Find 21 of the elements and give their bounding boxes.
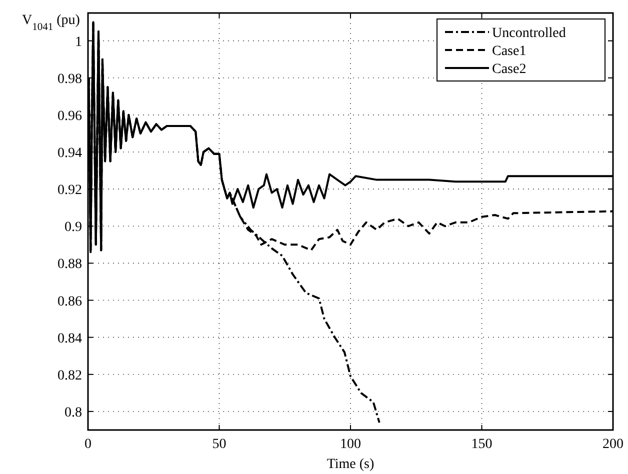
x-tick-label: 50 <box>212 437 226 452</box>
x-tick-label: 150 <box>471 437 492 452</box>
y-tick-label: 0.86 <box>58 294 82 310</box>
y-tick-label: 0.98 <box>58 72 82 87</box>
y-tick-label: 0.92 <box>58 183 82 198</box>
y-tick-label: 0.9 <box>64 220 82 236</box>
y-tick-label: 0.8 <box>64 405 82 420</box>
x-tick-label: 100 <box>340 437 361 452</box>
x-axis-title: Time (s) <box>326 457 374 472</box>
x-tick-label: 200 <box>602 437 624 452</box>
legend-label: Uncontrolled <box>492 26 566 41</box>
y-tick-label: 0.84 <box>58 331 82 346</box>
y-axis-title: V$_{1041}$ (pu) <box>22 13 80 32</box>
legend-label: Case1 <box>492 44 526 59</box>
y-tick-label: 0.94 <box>58 146 82 161</box>
x-tick-label: 0 <box>84 437 92 452</box>
y-tick-label: 1 <box>75 34 82 50</box>
y-tick-label: 0.82 <box>58 368 82 384</box>
legend-label: Case2 <box>492 62 526 77</box>
y-tick-label: 0.96 <box>58 108 82 124</box>
y-tick-label: 0.88 <box>58 257 82 272</box>
